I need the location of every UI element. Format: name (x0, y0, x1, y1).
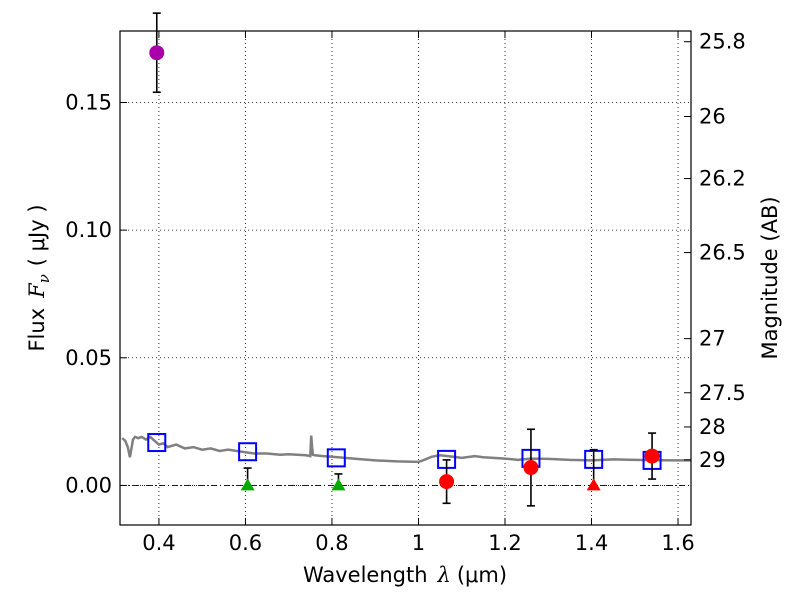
y2-tick-label: 27 (699, 327, 726, 351)
x-axis-title: Wavelength λ (μm) (303, 563, 507, 587)
sed-curve-layer (121, 435, 691, 464)
y-tick-label: 0.05 (65, 346, 112, 370)
plot-frame (119, 30, 692, 526)
y2-tick-label: 29 (699, 448, 726, 472)
marker-layer (147, 12, 662, 507)
flux-point (439, 474, 455, 490)
sed-model-curve (121, 435, 691, 464)
flux-point (523, 460, 539, 476)
upper-limit-triangle (586, 478, 601, 491)
y-tick-label: 0.10 (65, 218, 112, 242)
x-tick-label: 1.6 (661, 531, 694, 555)
flux-point (149, 45, 165, 61)
upper-limit-triangle (240, 478, 255, 491)
y-tick-label: 0.15 (65, 90, 112, 114)
y2-axis-title: Magnitude (AB) (758, 196, 782, 359)
grid-lines (120, 31, 691, 525)
flux-point (644, 448, 660, 464)
x-tick-label: 1.4 (575, 531, 608, 555)
y2-tick-label: 27.5 (699, 381, 746, 405)
y2-tick-label: 26 (699, 105, 726, 129)
y2-tick-label: 25.8 (699, 30, 746, 54)
y2-tick-label: 26.5 (699, 241, 746, 265)
y-tick-label: 0.00 (65, 473, 112, 497)
tick-marks (120, 31, 691, 525)
x-tick-label: 1 (412, 531, 425, 555)
upper-limit-triangle (331, 478, 346, 491)
x-tick-label: 0.8 (315, 531, 348, 555)
x-tick-label: 0.4 (142, 531, 175, 555)
y2-tick-label: 26.2 (699, 167, 746, 191)
y2-tick-label: 28 (699, 415, 726, 439)
x-tick-label: 0.6 (229, 531, 262, 555)
tick-labels: 0.4 0.6 0.8 1 1.2 1.4 1.6 0.00 0.05 0.10 0.15 25.8 2… (65, 30, 746, 555)
y-axis-title: FluxFν( μJy ) (25, 204, 53, 351)
model-photometry-square (238, 442, 258, 462)
x-tick-label: 1.2 (488, 531, 521, 555)
model-photometry-square (147, 433, 167, 453)
model-photometry-square (326, 448, 346, 468)
